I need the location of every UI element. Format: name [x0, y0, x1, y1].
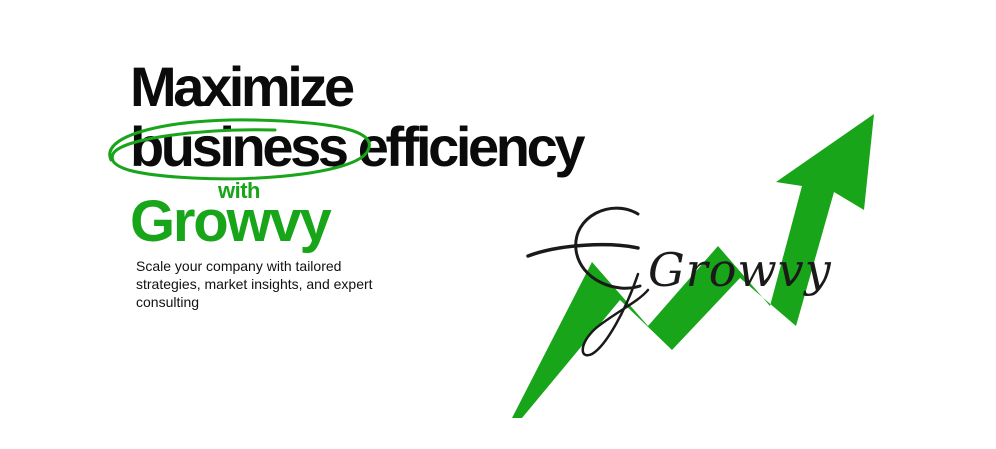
brand-name: Growvy	[130, 189, 332, 254]
hero-subtitle: Scale your company with tailored strateg…	[136, 258, 373, 310]
trend-arrow-icon	[512, 114, 874, 418]
highlight-oval	[108, 118, 371, 181]
connector-word: with	[218, 178, 261, 203]
script-logo-text: Growvy	[648, 243, 832, 297]
headline-line-1: Maximize	[130, 55, 355, 118]
headline-line-2: business efficiency	[130, 115, 585, 178]
headline: Maximize business efficiency	[130, 55, 585, 178]
script-logo: Growvy	[526, 206, 832, 357]
